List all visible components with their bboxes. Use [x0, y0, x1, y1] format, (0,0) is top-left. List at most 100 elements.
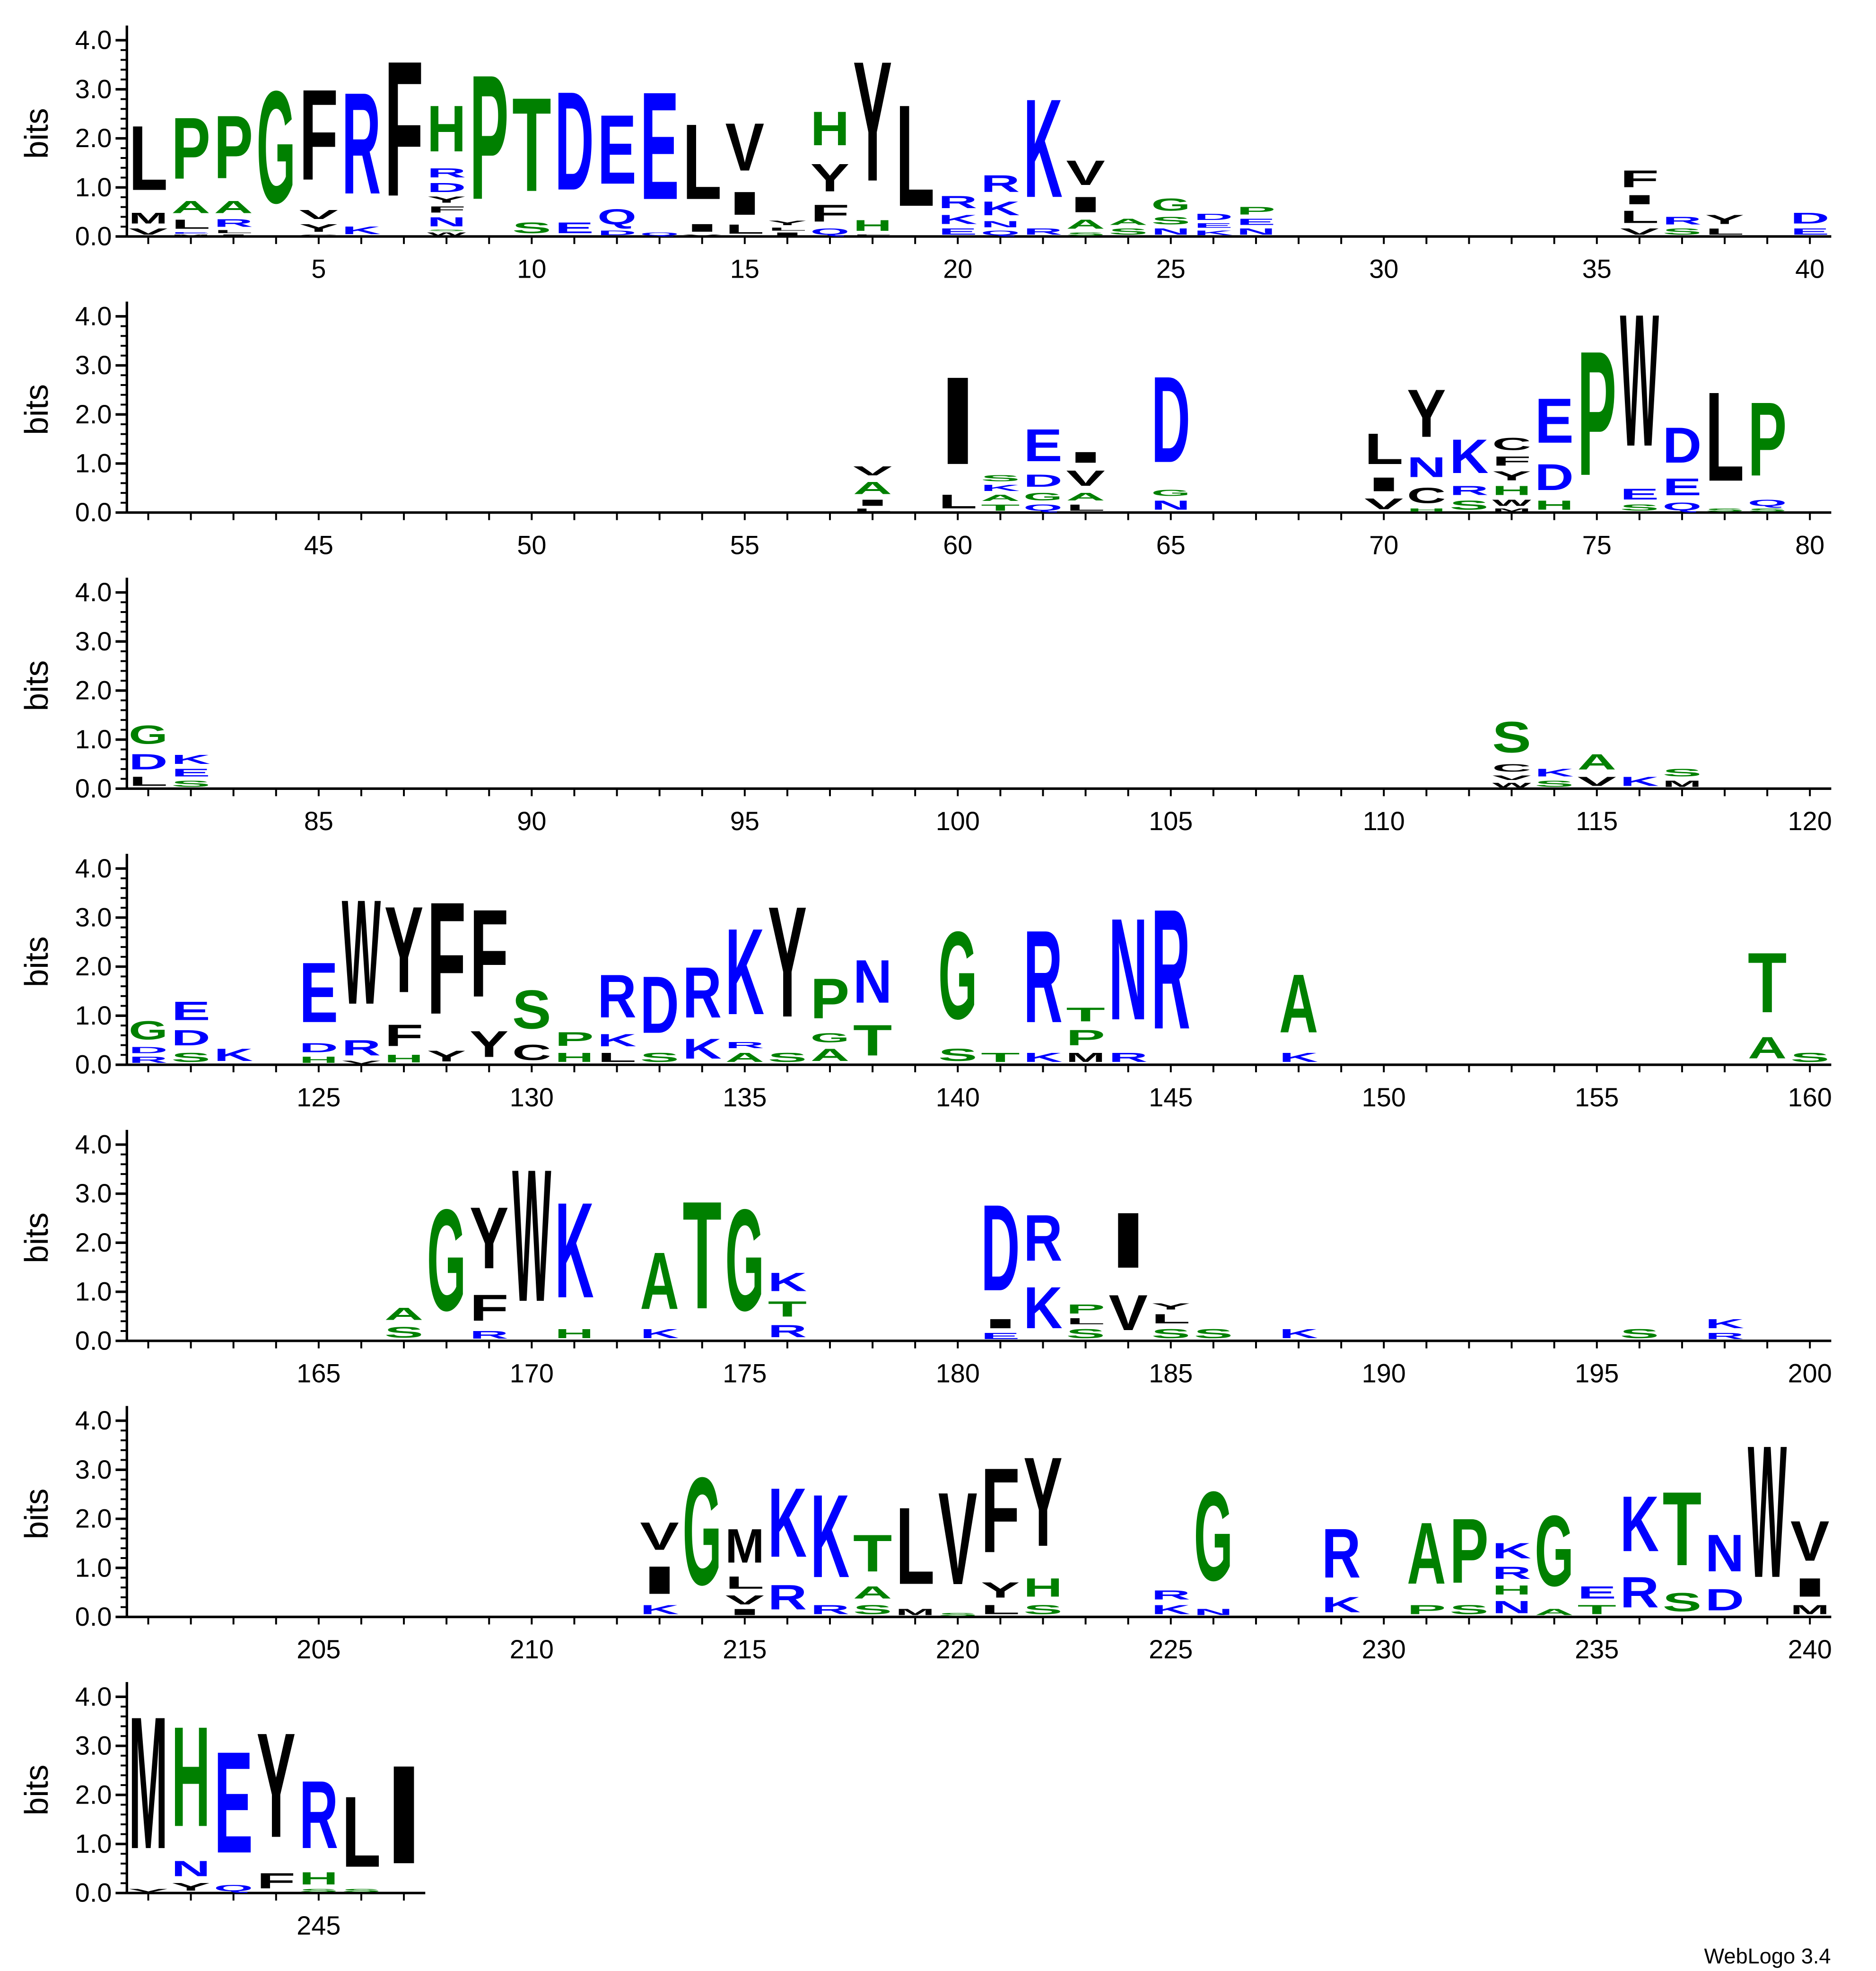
logo-column: S	[1790, 1050, 1829, 1065]
logo-letter-N: N	[1492, 1597, 1531, 1617]
y-axis-label: bits	[18, 384, 55, 435]
logo-letter-M: M	[896, 1607, 934, 1617]
x-tick-label: 165	[297, 1358, 340, 1388]
x-tick-label: 185	[1149, 1358, 1193, 1388]
y-tick-label: 1.0	[75, 1829, 112, 1858]
logo-letter-S: S	[938, 1612, 977, 1617]
logo-letter-D: D	[1535, 456, 1573, 498]
logo-letter-L: L	[683, 102, 722, 222]
logo-column: SP	[1449, 1499, 1488, 1617]
logo-letter-A: A	[1066, 217, 1105, 232]
logo-column: KR	[342, 63, 381, 237]
logo-column: LDG	[129, 720, 167, 788]
logo-letter-K: K	[1620, 774, 1659, 789]
logo-column: AGP	[811, 967, 849, 1065]
x-tick-label: 120	[1788, 806, 1832, 836]
logo-column: SRK	[1449, 429, 1488, 513]
x-tick-label: 230	[1362, 1634, 1406, 1664]
logo-letter-K: K	[1492, 1538, 1531, 1563]
logo-letter-L: L	[1152, 1312, 1190, 1326]
logo-letter-D: D	[597, 229, 636, 237]
logo-letter-Q: Q	[981, 229, 1020, 237]
y-tick-label: 4.0	[75, 577, 112, 607]
logo-letter-N: N	[1152, 227, 1190, 237]
logo-letter-K: K	[640, 1326, 679, 1341]
y-tick-label: 0.0	[75, 1050, 112, 1079]
logo-letter-S: S	[1066, 1326, 1105, 1341]
logo-letter-E: E	[1194, 222, 1233, 229]
logo-letter-M: M	[1663, 779, 1701, 789]
logo-letter-F: F	[811, 200, 849, 227]
logo-letter-E: E	[1578, 1583, 1616, 1603]
logo-letter-K: K	[1535, 767, 1573, 779]
logo-letter-P: P	[555, 1028, 593, 1050]
logo-letter-V: V	[1066, 153, 1105, 193]
logo-column: P	[470, 38, 508, 237]
logo-letter-P: P	[1578, 315, 1616, 513]
logo-letter-R: R	[1152, 1588, 1190, 1603]
logo-letter-L: L	[214, 229, 253, 234]
logo-letter-Y: Y	[768, 874, 807, 1051]
x-tick-label: 70	[1369, 530, 1398, 560]
logo-column: DN	[1705, 1524, 1744, 1617]
logo-letter-R: R	[470, 1329, 508, 1341]
logo-letter-V: V	[342, 1060, 381, 1065]
logo-letter-Q: Q	[1023, 503, 1062, 513]
y-tick-label: 2.0	[75, 1779, 112, 1809]
logo-column: G	[257, 57, 296, 237]
logo-letter-K: K	[214, 1045, 253, 1065]
logo-letter-M: M	[1066, 1050, 1105, 1065]
logo-letter-S: S	[981, 473, 1020, 483]
logo-letter-A: A	[171, 197, 210, 217]
logo-letter-S: S	[1663, 1587, 1701, 1617]
logo-letter-V: V	[1578, 774, 1616, 789]
logo-column: SLY	[1152, 1302, 1190, 1341]
logo-letter-S: S	[1492, 713, 1531, 762]
x-tick-label: 180	[936, 1358, 980, 1388]
logo-letter-L: L	[342, 1775, 381, 1888]
x-tick-label: 160	[1788, 1082, 1832, 1112]
y-tick-label: 0.0	[75, 1878, 112, 1908]
logo-column: K	[1279, 1326, 1318, 1341]
logo-column: ML	[896, 1485, 934, 1617]
logo-letter-H: H	[427, 92, 466, 166]
logo-letter-V: V	[1364, 496, 1404, 513]
logo-letter-L: L	[853, 508, 892, 512]
logo-letter-E: E	[299, 945, 338, 1041]
logo-letter-I: I	[640, 1558, 679, 1602]
logo-letter-S: S	[1152, 1326, 1190, 1341]
logo-letter-D: D	[171, 1025, 210, 1050]
logo-letter-L: L	[725, 1573, 764, 1593]
logo-row: 0.01.02.03.04.0bitsRDGSDEK125HDEVRWHFYYF…	[18, 853, 1832, 1112]
logo-letter-G: G	[683, 1445, 722, 1617]
logo-letter-R: R	[1492, 1563, 1531, 1583]
weblogo-credit: WebLogo 3.4	[1704, 1944, 1831, 1968]
logo-letter-Q: Q	[1748, 498, 1787, 508]
logo-letter-S: S	[171, 779, 210, 789]
logo-letter-E: E	[1535, 385, 1573, 456]
x-tick-label: 140	[936, 1082, 980, 1112]
logo-letter-S: S	[1023, 1603, 1062, 1617]
logo-letter-R: R	[1449, 483, 1488, 498]
logo-letter-I: I	[1620, 193, 1659, 207]
logo-letter-S: S	[1748, 508, 1787, 512]
logo-letter-E: E	[555, 219, 593, 237]
logo-letter-I: I	[981, 1316, 1020, 1331]
logo-letter-G: G	[1023, 491, 1062, 503]
x-tick-label: 170	[510, 1358, 554, 1388]
logo-column: HP	[555, 1028, 593, 1065]
logo-letter-Q: Q	[811, 227, 849, 237]
logo-letter-S: S	[1535, 779, 1573, 789]
logo-column: S	[1194, 1326, 1233, 1341]
logo-column: T	[683, 1169, 722, 1341]
logo-column: DQE	[597, 94, 636, 237]
logo-letter-K: K	[342, 224, 381, 237]
logo-column: QE	[640, 60, 679, 237]
logo-column: NGD	[1152, 350, 1190, 513]
logo-letter-F: F	[1620, 166, 1659, 193]
